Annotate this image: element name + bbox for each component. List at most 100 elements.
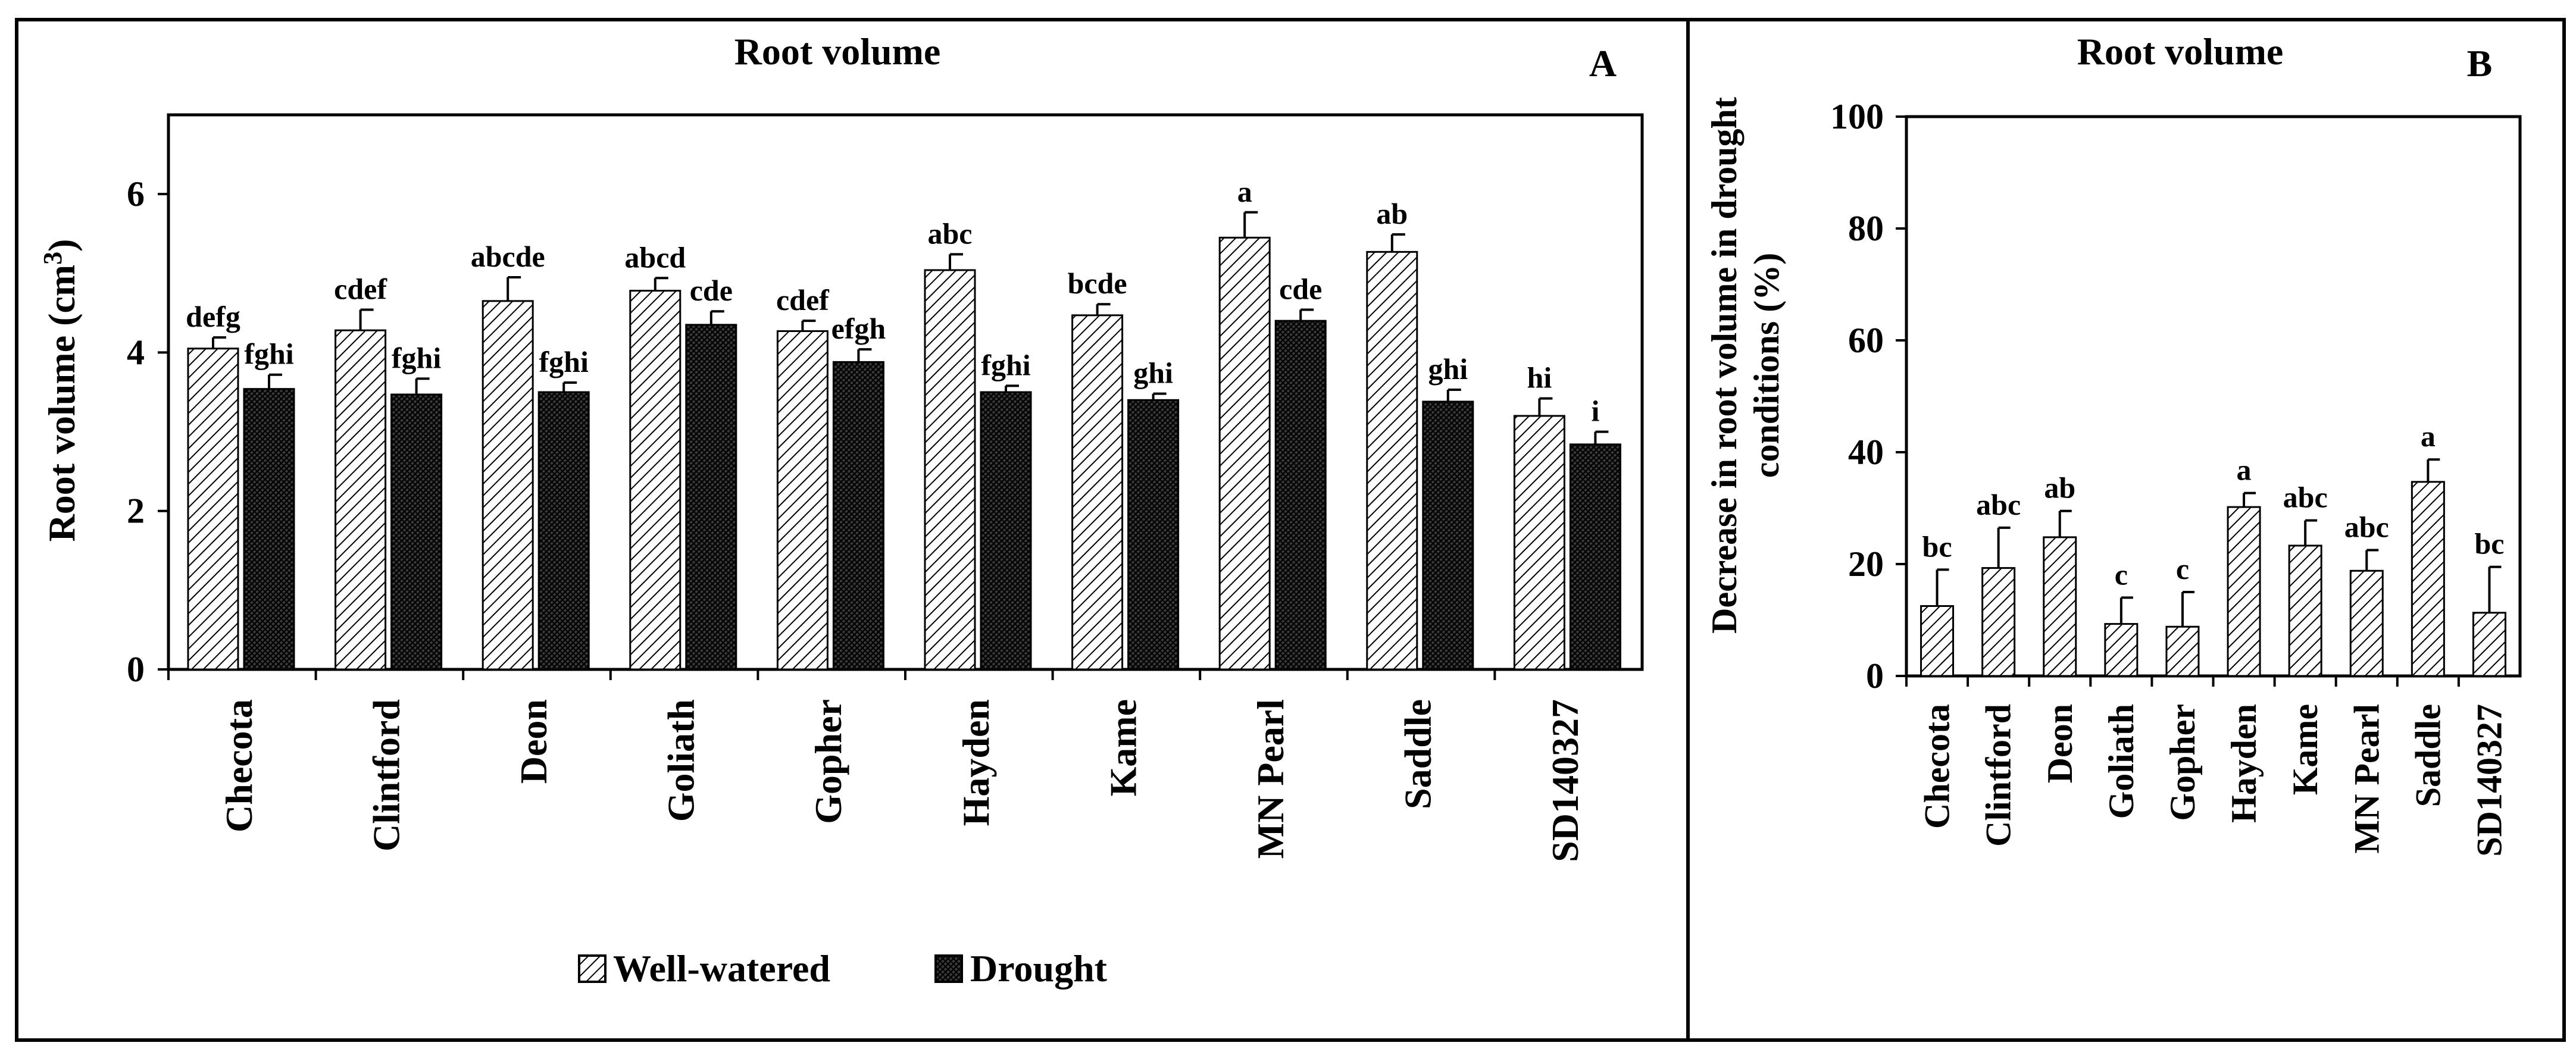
y-tick-label: 2 bbox=[127, 491, 145, 531]
bar-well-watered-checota bbox=[187, 347, 239, 671]
panel-a-x-labels: Checota Clintford Deon Goliath Gopher Hayden K… bbox=[218, 699, 1586, 862]
significance-label: i bbox=[1591, 394, 1599, 428]
bar-well-watered-kame bbox=[1071, 314, 1124, 671]
significance-label: cdef bbox=[334, 273, 387, 306]
significance-label: a bbox=[1237, 175, 1252, 208]
bar-well-watered-deon bbox=[482, 300, 534, 671]
x-tick-label: Kame bbox=[1102, 699, 1144, 797]
significance-label: hi bbox=[1527, 361, 1552, 394]
bar-well-watered-saddle bbox=[1366, 251, 1418, 671]
panel-b-y-axis-label-line1: Decrease in root volume in drought bbox=[1705, 97, 1744, 634]
x-tick-label: Goliath bbox=[660, 699, 702, 822]
y-tick-label: 100 bbox=[1830, 97, 1884, 136]
x-tick-label: Checota bbox=[218, 699, 260, 832]
significance-label: ghi bbox=[1428, 352, 1468, 386]
panel-a-axis: 0 2 4 6 bbox=[127, 174, 1496, 689]
y-tick-label: 0 bbox=[1866, 656, 1884, 696]
significance-label: fghi bbox=[244, 337, 293, 371]
bar-decrease-clintford bbox=[1981, 567, 2016, 677]
significance-label: abc bbox=[2344, 511, 2389, 544]
bar-decrease-gopher bbox=[2165, 625, 2200, 677]
x-tick-label: Kame bbox=[2286, 704, 2325, 795]
significance-label: c bbox=[2176, 552, 2189, 586]
bar-well-watered-clintford bbox=[334, 329, 387, 671]
significance-label: fghi bbox=[539, 345, 589, 378]
bar-well-watered-mn-pearl bbox=[1218, 236, 1271, 671]
significance-label: bc bbox=[1922, 530, 1952, 563]
legend-label-well-watered: Well-watered bbox=[613, 947, 830, 990]
panel-a-y-axis-label-sup: 3 bbox=[38, 252, 67, 265]
significance-label: ghi bbox=[1133, 356, 1173, 390]
bar-well-watered-hayden bbox=[924, 269, 976, 671]
x-tick-label: Deon bbox=[2040, 704, 2080, 783]
bar-decrease-goliath bbox=[2104, 623, 2139, 677]
significance-label: abc bbox=[1976, 488, 2021, 521]
panel-a-title: Root volume bbox=[734, 30, 941, 73]
significance-label: cde bbox=[1279, 273, 1322, 306]
panel-b-title: Root volume bbox=[2077, 30, 2284, 73]
x-tick-label: SD140327 bbox=[1544, 699, 1586, 862]
x-tick-label: Checota bbox=[1918, 704, 1957, 829]
significance-label: a bbox=[2237, 453, 2252, 487]
x-tick-label: MN Pearl bbox=[2347, 704, 2386, 854]
significance-label: efgh bbox=[831, 312, 886, 345]
significance-label: fghi bbox=[392, 341, 441, 374]
bar-decrease-kame bbox=[2288, 544, 2322, 677]
significance-label: abc bbox=[928, 217, 973, 250]
bar-drought-gopher bbox=[832, 361, 884, 671]
x-tick-label: SD140327 bbox=[2469, 704, 2509, 857]
y-tick-label: 80 bbox=[1848, 209, 1884, 248]
bar-drought-saddle bbox=[1422, 400, 1474, 671]
significance-label: cde bbox=[690, 274, 733, 307]
significance-label: fghi bbox=[981, 348, 1030, 381]
panel-b: Root volume B Decrease in root volume in… bbox=[1705, 30, 2522, 857]
panel-b-y-axis-label-line2: conditions (%) bbox=[1747, 253, 1786, 478]
significance-label: bc bbox=[2474, 527, 2504, 561]
significance-label: abc bbox=[2283, 481, 2328, 514]
legend-label-drought: Drought bbox=[970, 947, 1108, 990]
bar-drought-deon bbox=[537, 391, 590, 671]
panel-b-letter: B bbox=[2467, 42, 2493, 84]
panel-b-x-labels: Checota Clintford Deon Goliath Gopher Hayden K… bbox=[1918, 704, 2509, 857]
bar-decrease-saddle bbox=[2411, 481, 2445, 677]
bar-decrease-deon bbox=[2043, 536, 2077, 677]
x-tick-label: Clintford bbox=[1979, 704, 2018, 847]
significance-label: defg bbox=[186, 300, 240, 333]
panel-a-letter: A bbox=[1589, 42, 1617, 84]
bar-decrease-sd140327 bbox=[2472, 612, 2506, 677]
y-tick-label: 0 bbox=[127, 650, 145, 689]
bar-decrease-checota bbox=[1920, 605, 1955, 677]
x-tick-label: Gopher bbox=[2163, 704, 2202, 821]
significance-label: ab bbox=[2044, 471, 2075, 505]
panel-a-plot-frame bbox=[167, 113, 1644, 671]
panel-b-axis: 0 20 40 60 80 100 bbox=[1830, 97, 2460, 696]
bar-drought-checota bbox=[243, 388, 295, 671]
x-tick-label: Hayden bbox=[2224, 704, 2264, 823]
x-tick-label: Gopher bbox=[807, 699, 849, 824]
bar-well-watered-gopher bbox=[776, 330, 829, 671]
significance-label: abcd bbox=[624, 240, 686, 274]
bar-drought-hayden bbox=[980, 391, 1032, 671]
y-tick-label: 40 bbox=[1848, 433, 1884, 472]
panel-a: Root volume A Root volume (cm3) 0 2 4 6 def… bbox=[38, 30, 1644, 990]
x-tick-label: MN Pearl bbox=[1249, 699, 1292, 859]
x-tick-label: Saddle bbox=[2408, 704, 2447, 807]
bar-drought-mn-pearl bbox=[1274, 320, 1327, 671]
panel-a-y-axis-label: Root volume (cm3) bbox=[38, 239, 83, 542]
significance-label: ab bbox=[1376, 197, 1408, 230]
legend: Well-watered Drought bbox=[578, 947, 1108, 990]
y-tick-label: 4 bbox=[127, 333, 145, 372]
x-tick-label: Deon bbox=[512, 699, 555, 784]
y-tick-label: 6 bbox=[127, 174, 145, 214]
significance-label: bcde bbox=[1068, 267, 1127, 300]
bar-drought-goliath bbox=[685, 324, 737, 671]
legend-swatch-well-watered bbox=[578, 954, 607, 983]
bar-decrease-hayden bbox=[2227, 506, 2261, 677]
x-tick-label: Goliath bbox=[2102, 704, 2141, 819]
significance-label: abcde bbox=[471, 240, 545, 273]
significance-label: a bbox=[2421, 419, 2436, 453]
y-tick-label: 20 bbox=[1848, 544, 1884, 584]
